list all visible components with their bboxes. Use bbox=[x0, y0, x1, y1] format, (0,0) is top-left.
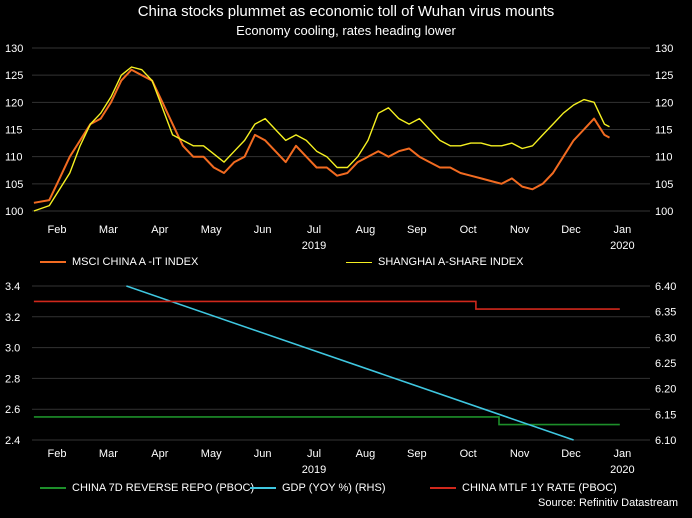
x-tick-label: Mar bbox=[99, 448, 118, 460]
y-tick-label-left: 120 bbox=[5, 97, 23, 109]
x-tick-label: Jul bbox=[307, 448, 321, 460]
legend-gdp: GDP (YOY %) (RHS) bbox=[250, 482, 386, 494]
legend-mtlf-swatch bbox=[430, 487, 456, 490]
y-tick-label-left: 2.4 bbox=[5, 435, 20, 447]
y-tick-label-left: 125 bbox=[5, 70, 23, 82]
y-tick-label-left: 115 bbox=[5, 125, 23, 137]
x-tick-label: Oct bbox=[460, 448, 477, 460]
legend-repo: CHINA 7D REVERSE REPO (PBOC) bbox=[40, 482, 254, 494]
y-tick-label-left: 100 bbox=[5, 206, 23, 218]
y-tick-label-left: 2.8 bbox=[5, 373, 20, 385]
y-tick-label-right: 120 bbox=[655, 97, 673, 109]
x-tick-label: Nov bbox=[510, 448, 530, 460]
stock-index-chart: 100 100 105 105 110 110 115 115 120 120 125 125 130 1… bbox=[5, 43, 673, 250]
y-tick-label-right: 6.35 bbox=[655, 307, 676, 319]
x-tick-label: May bbox=[201, 224, 222, 236]
x-tick-label: Jun bbox=[254, 224, 272, 236]
x-tick-label: Oct bbox=[460, 224, 477, 236]
y-tick-label-right: 6.10 bbox=[655, 435, 676, 447]
y-tick-label-right: 6.25 bbox=[655, 358, 676, 370]
legend-repo-swatch bbox=[40, 487, 66, 490]
x-tick-label: Jun bbox=[254, 448, 272, 460]
legend-msci-label: MSCI CHINA A -IT INDEX bbox=[72, 256, 199, 268]
y-tick-label-right: 6.20 bbox=[655, 384, 676, 396]
x-tick-label: Apr bbox=[151, 448, 168, 460]
x-tick-label: Sep bbox=[407, 448, 427, 460]
series-line-msci bbox=[33, 68, 610, 204]
y-tick-label-right: 115 bbox=[655, 125, 673, 137]
y-tick-label-right: 125 bbox=[655, 70, 673, 82]
legend-repo-label: CHINA 7D REVERSE REPO (PBOC) bbox=[72, 482, 255, 494]
series-line-shanghai bbox=[33, 66, 610, 212]
x-year-label: 2020 bbox=[610, 464, 634, 476]
series-line-gdp bbox=[126, 285, 574, 441]
x-tick-label: Mar bbox=[99, 224, 118, 236]
series-line-repo bbox=[33, 416, 620, 426]
y-tick-label-right: 110 bbox=[655, 152, 673, 164]
series-line-mtlf bbox=[33, 300, 620, 310]
legend-gdp-label: GDP (YOY %) (RHS) bbox=[282, 482, 386, 494]
y-tick-label-left: 110 bbox=[5, 152, 23, 164]
x-year-label: 2019 bbox=[302, 240, 326, 250]
y-tick-label-left: 3.4 bbox=[5, 281, 20, 293]
chart-title: China stocks plummet as economic toll of… bbox=[137, 3, 555, 20]
x-tick-label: Apr bbox=[151, 224, 168, 236]
y-tick-label-left: 3.0 bbox=[5, 343, 20, 355]
legend-msci: MSCI CHINA A -IT INDEX bbox=[40, 256, 198, 268]
y-tick-label-right: 6.40 bbox=[655, 281, 676, 293]
legend-shanghai: SHANGHAI A-SHARE INDEX bbox=[346, 256, 523, 268]
x-tick-label: Dec bbox=[561, 224, 581, 236]
rates-gdp-chart: 2.4 2.6 2.8 3.0 3.2 3.4 6.10 6.15 6.20 6.25 6.30 6.… bbox=[5, 281, 676, 476]
y-tick-label-left: 130 bbox=[5, 43, 23, 55]
y-tick-label-right: 100 bbox=[655, 206, 673, 218]
legend-shanghai-swatch bbox=[346, 261, 372, 263]
y-tick-label-right: 130 bbox=[655, 43, 673, 55]
legend-gdp-swatch bbox=[250, 487, 276, 490]
x-tick-label: May bbox=[201, 448, 222, 460]
x-tick-label: Sep bbox=[407, 224, 427, 236]
x-year-label: 2019 bbox=[302, 464, 326, 476]
y-tick-label-left: 3.2 bbox=[5, 312, 20, 324]
x-tick-label: Jan bbox=[614, 224, 632, 236]
x-tick-label: Aug bbox=[356, 224, 376, 236]
y-tick-label-right: 105 bbox=[655, 179, 673, 191]
y-tick-label-left: 105 bbox=[5, 179, 23, 191]
chart-subtitle: Economy cooling, rates heading lower bbox=[236, 23, 456, 38]
x-tick-label: Feb bbox=[48, 448, 67, 460]
x-tick-label: Nov bbox=[510, 224, 530, 236]
x-tick-label: Dec bbox=[561, 448, 581, 460]
legend-shanghai-label: SHANGHAI A-SHARE INDEX bbox=[378, 256, 524, 268]
x-tick-label: Jan bbox=[614, 448, 632, 460]
x-year-label: 2020 bbox=[610, 240, 634, 250]
legend-mtlf: CHINA MTLF 1Y RATE (PBOC) bbox=[430, 482, 617, 494]
y-tick-label-left: 2.6 bbox=[5, 404, 20, 416]
legend-msci-swatch bbox=[40, 261, 66, 264]
x-tick-label: Aug bbox=[356, 448, 376, 460]
y-tick-label-right: 6.15 bbox=[655, 409, 676, 421]
x-tick-label: Feb bbox=[48, 224, 67, 236]
x-tick-label: Jul bbox=[307, 224, 321, 236]
legend-mtlf-label: CHINA MTLF 1Y RATE (PBOC) bbox=[462, 482, 617, 494]
source-note: Source: Refinitiv Datastream bbox=[538, 497, 678, 509]
y-tick-label-right: 6.30 bbox=[655, 332, 676, 344]
